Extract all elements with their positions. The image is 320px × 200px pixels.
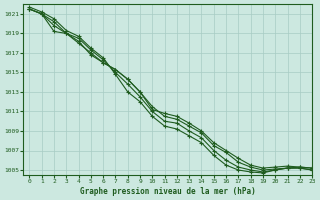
X-axis label: Graphe pression niveau de la mer (hPa): Graphe pression niveau de la mer (hPa): [80, 187, 256, 196]
